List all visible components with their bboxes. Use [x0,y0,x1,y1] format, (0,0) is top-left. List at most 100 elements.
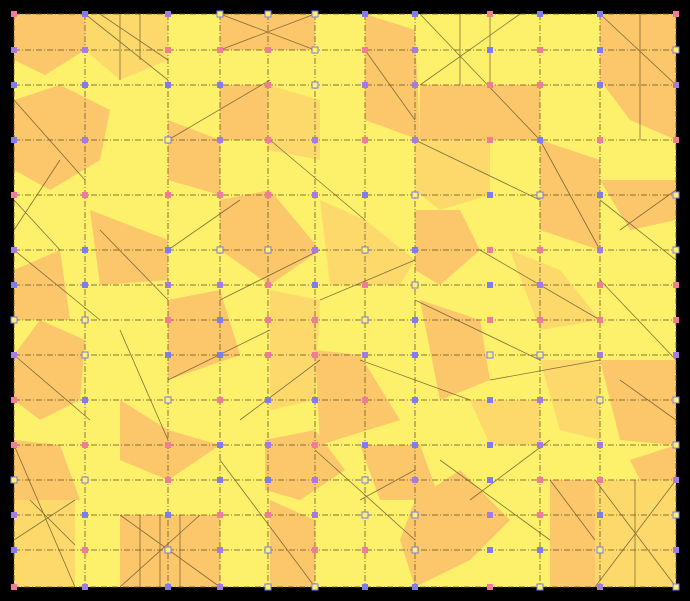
vertex [412,247,418,253]
vertex [487,397,493,403]
vertex [216,246,224,254]
vertex [265,137,271,143]
region [220,85,270,140]
vertex [596,546,604,554]
region [360,445,440,500]
region [420,300,490,400]
vertex [487,547,493,553]
vertex [673,477,679,483]
vertex [312,137,318,143]
vertex [11,137,17,143]
vertex [487,11,493,17]
vertex [361,476,369,484]
vertex [311,10,319,18]
region [90,210,168,285]
vertex [165,584,171,590]
vertex [82,137,88,143]
vertex [537,282,543,288]
vertex [217,584,223,590]
vertex [487,247,493,253]
vertex [11,247,17,253]
vertex [411,511,419,519]
vertex [362,282,368,288]
vertex [312,352,318,358]
vertex [412,11,418,17]
vertex [312,442,318,448]
vertex [11,282,17,288]
vertex [82,11,88,17]
vertex [11,547,17,553]
region [550,480,595,587]
vertex [164,396,172,404]
vertex [217,137,223,143]
vertex [265,47,271,53]
vertex [537,47,543,53]
region [14,85,110,190]
vertex [217,547,223,553]
vertex [672,246,680,254]
vertex [11,397,17,403]
region [600,360,676,445]
vertex [597,82,603,88]
vertex [82,397,88,403]
vertex [412,442,418,448]
vertex [487,137,493,143]
vertex [265,477,271,483]
vertices [10,10,680,591]
region [270,500,315,587]
vertex [312,247,318,253]
region [168,120,220,195]
vertex [487,47,493,53]
vertex [165,477,171,483]
vertex [537,82,543,88]
vertex [265,352,271,358]
vertex [362,47,368,53]
vertex [264,583,272,591]
region [14,14,85,75]
vertex [672,441,680,449]
region [420,85,540,140]
shape [13,13,677,588]
vertex [597,512,603,518]
line-set [14,14,676,587]
vertex [217,282,223,288]
vertex [537,477,543,483]
vertex [312,192,318,198]
vertex [487,512,493,518]
vertex [672,191,680,199]
vertex [412,82,418,88]
vertex [82,512,88,518]
region [415,140,490,210]
region [415,210,480,285]
vertex [362,82,368,88]
vertex [411,191,419,199]
vertex [217,47,223,53]
vertex [672,396,680,404]
vertex [82,82,88,88]
vertex [361,246,369,254]
vertex [265,192,271,198]
vertex [597,442,603,448]
vertex [672,46,680,54]
vertex [672,583,680,591]
vertex [411,546,419,554]
vertex [362,547,368,553]
vertex [412,397,418,403]
vertex [597,247,603,253]
vertex [487,477,493,483]
vertex [11,442,17,448]
vertex [265,317,271,323]
vertex [265,397,271,403]
vertex [597,477,603,483]
vertex [312,317,318,323]
vertex [596,396,604,404]
vertex [165,352,171,358]
vertex [10,316,18,324]
vertex [312,282,318,288]
vertex [11,192,17,198]
vertex [11,584,17,590]
vertex [217,317,223,323]
vertex [536,351,544,359]
vertex [217,352,223,358]
